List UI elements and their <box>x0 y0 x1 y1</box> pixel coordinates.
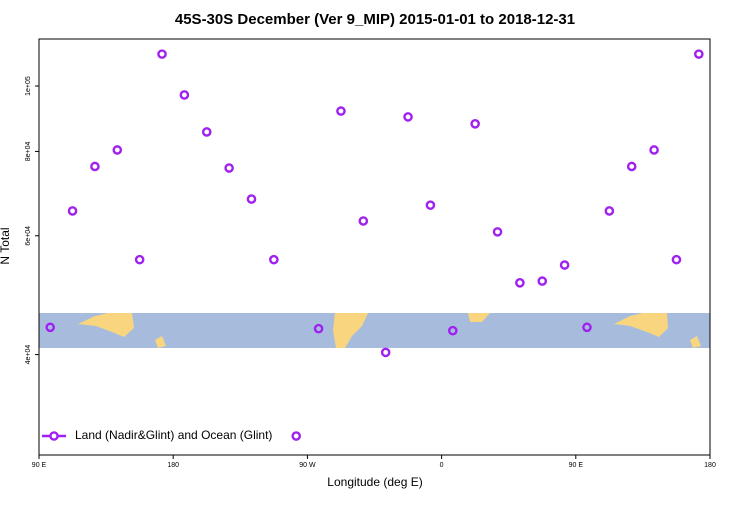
scatter-point <box>112 145 123 155</box>
scatter-point <box>649 145 659 155</box>
plot-frame <box>38 38 711 456</box>
y-axis-label: N Total <box>0 227 12 264</box>
chart-title: 45S-30S December (Ver 9_MIP) 2015-01-01 … <box>175 11 575 28</box>
scatter-point <box>515 278 525 288</box>
scatter-point <box>201 127 212 137</box>
map-land <box>690 336 701 348</box>
scatter-point <box>492 227 503 237</box>
scatter-point <box>403 112 413 122</box>
y-tick-label: 8e+04 <box>25 141 32 161</box>
legend-label: Land (Nadir&Glint) and Ocean (Glint) <box>75 428 272 442</box>
scatter-point <box>134 254 145 265</box>
scatter-point <box>90 161 100 172</box>
map-land <box>155 336 166 348</box>
x-tick-label: 180 <box>167 462 179 469</box>
x-tick-label: 0 <box>440 462 444 469</box>
scatter-point <box>269 254 279 265</box>
map-ocean <box>39 313 710 348</box>
map-land <box>333 313 368 348</box>
map-land <box>78 313 134 337</box>
map-land <box>614 313 668 337</box>
scatter-point <box>246 194 257 204</box>
map-background <box>39 313 710 348</box>
y-tick-label: 1e+05 <box>25 76 32 96</box>
scatter-point <box>470 119 480 129</box>
scatter-point <box>537 276 548 286</box>
scatter-point <box>157 49 167 59</box>
scatter-point <box>604 206 615 216</box>
scatter-point <box>67 206 78 216</box>
x-tick-label: 90 E <box>569 462 584 469</box>
x-tick-label: 90 E <box>32 462 47 469</box>
x-tick-label: 90 W <box>299 462 316 469</box>
scatter-point <box>626 161 637 172</box>
scatter-point <box>45 322 55 333</box>
scatter-point <box>224 163 234 173</box>
scatter-point <box>425 200 436 210</box>
x-axis-label: Longitude (deg E) <box>327 475 422 489</box>
y-tick-label: 6e+04 <box>25 226 32 246</box>
scatter-point <box>380 347 391 358</box>
map-land <box>468 313 490 322</box>
scatter-point <box>291 431 302 441</box>
scatter-point <box>179 90 190 100</box>
scatter-point <box>313 323 324 334</box>
scatter-point <box>582 322 592 333</box>
scatter-point <box>358 216 369 226</box>
legend-marker <box>49 431 59 441</box>
scatter-point <box>447 325 458 336</box>
scatter-point <box>694 49 704 59</box>
scatter-point <box>559 260 570 270</box>
x-tick-label: 180 <box>704 462 716 469</box>
scatter-point <box>671 254 682 265</box>
y-tick-label: 4e+04 <box>25 345 32 365</box>
scatter-point <box>336 106 346 116</box>
